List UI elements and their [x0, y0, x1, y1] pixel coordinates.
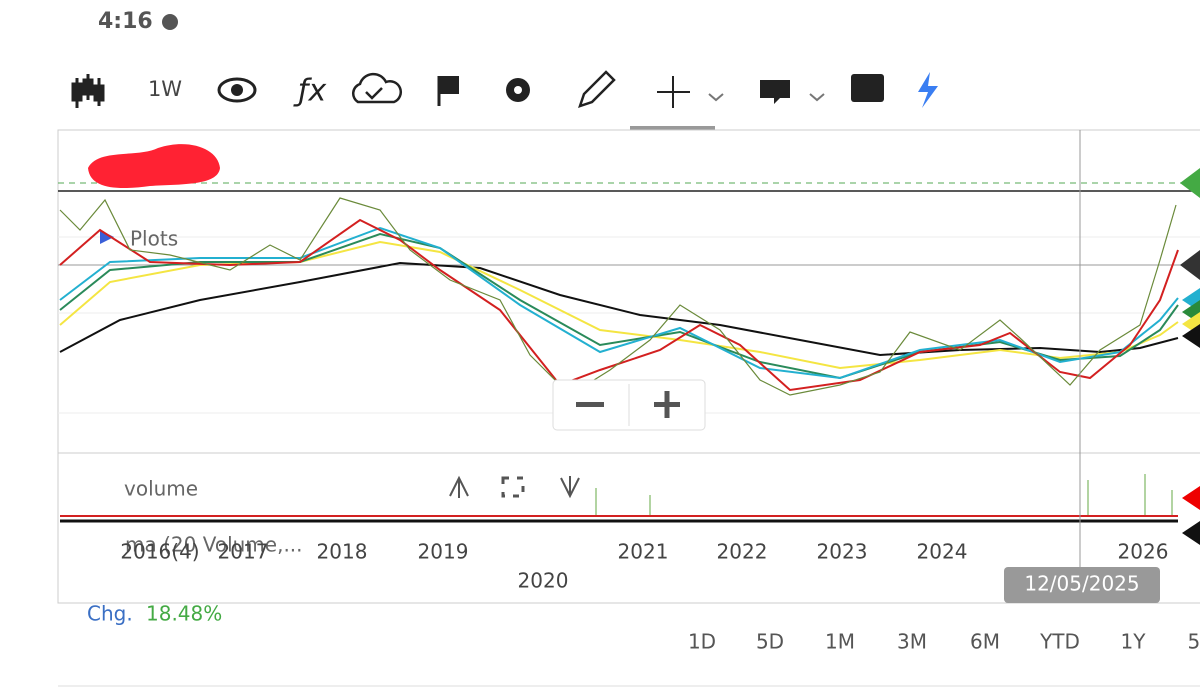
redacted-symbol: [88, 144, 220, 189]
range-button[interactable]: 3M: [897, 630, 927, 654]
tab-indicator: [630, 126, 715, 130]
chart-frame: [57, 129, 1200, 604]
status-time: 4:16: [98, 9, 153, 34]
ma-line: [59, 261, 1179, 357]
dropdown-arrow[interactable]: [809, 93, 825, 102]
settings-icon[interactable]: [162, 14, 178, 30]
change-label: Chg.: [87, 602, 133, 626]
zoom-in[interactable]: [654, 391, 680, 418]
gear-hole: [514, 86, 522, 94]
volume-bars: [595, 474, 1173, 516]
crosshair-icon[interactable]: [657, 76, 690, 108]
crosshair-date: 12/05/2025: [1024, 572, 1139, 596]
x-tick-label: 2024: [917, 540, 968, 564]
x-tick-label: 2016(4): [120, 540, 199, 564]
eye-icon[interactable]: [217, 77, 257, 103]
list-icon[interactable]: [851, 74, 884, 102]
toolbar: 1W ƒx: [71, 70, 938, 130]
cloud-icon[interactable]: [351, 72, 403, 104]
x-tick-label: 2019: [418, 540, 469, 564]
zoom-out[interactable]: [576, 402, 604, 407]
range-button[interactable]: 1D: [688, 630, 716, 654]
move-down[interactable]: [560, 476, 580, 499]
comment-icon[interactable]: [760, 80, 790, 104]
plots-arrow[interactable]: [100, 230, 114, 244]
fx-icon[interactable]: ƒx: [293, 74, 327, 109]
move-up[interactable]: [449, 475, 469, 498]
range-button[interactable]: YTD: [1039, 630, 1080, 654]
price-markers: [1180, 168, 1200, 545]
x-tick-label: 2020: [518, 569, 569, 593]
price-candles: [59, 197, 1177, 396]
ma-line: [59, 218, 1179, 392]
maximize[interactable]: [501, 476, 525, 498]
bolt-icon[interactable]: [918, 72, 938, 108]
cloud-check: [365, 87, 383, 100]
range-button[interactable]: 5D: [756, 630, 784, 654]
x-tick-label: 2022: [717, 540, 768, 564]
crosshair-date-box: [1004, 567, 1160, 603]
range-button[interactable]: 5Y: [1188, 630, 1200, 654]
dropdown-arrow[interactable]: [708, 93, 724, 102]
zoom-control: [552, 379, 706, 431]
x-tick-label: 2021: [618, 540, 669, 564]
plots-label[interactable]: Plots: [130, 227, 178, 251]
interval-button[interactable]: 1W: [148, 77, 182, 101]
volume-study-label: ma (20 Volume,...: [125, 533, 303, 557]
volume-label: volume: [124, 477, 198, 501]
range-button[interactable]: 6M: [970, 630, 1000, 654]
flag-icon[interactable]: [437, 76, 459, 106]
x-tick-label: 2026: [1118, 540, 1169, 564]
x-tick-label: 2018: [317, 540, 368, 564]
range-button[interactable]: 1Y: [1121, 630, 1147, 654]
x-axis: 2016(4) 2017 2018 2019 2021 2022 2023 2024 2026: [120, 540, 1168, 564]
range-buttons: 1D 5D 1M 3M 6M YTD 1Y 5Y: [688, 630, 1200, 654]
pencil-icon[interactable]: [578, 70, 616, 108]
candles-icon[interactable]: [71, 74, 105, 108]
change-value: 18.48%: [146, 602, 222, 626]
x-tick-label: 2017: [218, 540, 269, 564]
range-button[interactable]: 1M: [825, 630, 855, 654]
x-tick-label: 2023: [817, 540, 868, 564]
